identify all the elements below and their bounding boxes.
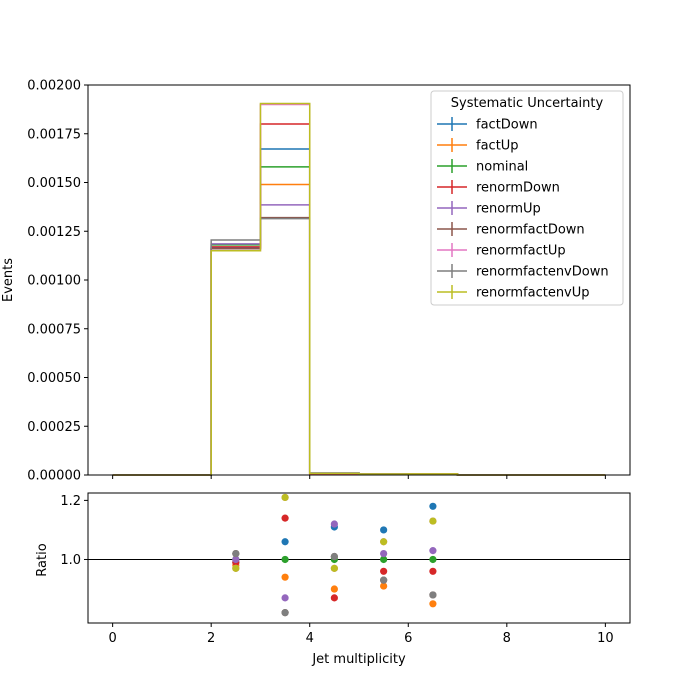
ratio-point-nominal xyxy=(380,555,388,564)
histogram-y-ticks: 0.00000 0.00025 0.00050 0.00075 0.00100 0.001… xyxy=(27,79,88,484)
ratio-point-renormUp xyxy=(232,555,240,564)
histogram-y-tick-label: 0.00000 xyxy=(27,469,81,484)
legend: Systematic Uncertainty factDown factUp nom… xyxy=(430,90,624,306)
histogram-y-tick-label: 0.00125 xyxy=(27,225,81,240)
ratio-point-renormfactenvUp xyxy=(330,564,338,572)
legend-label-factDown: factDown xyxy=(476,118,538,133)
ratio-point-factDown xyxy=(281,538,289,546)
ratio-point-renormUp xyxy=(429,547,437,555)
legend-label-renormfactUp: renormfactUp xyxy=(476,244,566,259)
ratio-point-renormUp xyxy=(380,549,388,558)
histogram-y-tick-label: 0.00100 xyxy=(27,274,81,289)
ratio-point-renormfactenvDown xyxy=(380,576,388,584)
ratio-point-renormfactenvUp xyxy=(281,493,289,502)
ratio-y-ticks: 1.0 1.2 xyxy=(60,494,88,568)
ratio-point-renormfactenvDown xyxy=(281,609,289,617)
ratio-x-tick-label: 2 xyxy=(207,631,215,646)
legend-label-renormfactenvUp: renormfactenvUp xyxy=(476,286,590,301)
histogram-y-axis-label: Events xyxy=(1,258,16,302)
legend-label-renormUp: renormUp xyxy=(476,202,541,217)
ratio-point-factDown xyxy=(429,502,437,510)
histogram-x-ticks xyxy=(112,475,606,479)
ratio-points xyxy=(232,493,437,617)
ratio-x-tick-label: 0 xyxy=(108,631,116,646)
ratio-y-tick-label: 1.0 xyxy=(60,553,81,568)
ratio-panel: 1.0 1.2 0 2 4 6 8 10 Ratio Jet multiplicity xyxy=(35,492,631,667)
ratio-point-renormUp xyxy=(330,520,338,528)
legend-items: factDown factUp nominal renormDown renormUp r… xyxy=(437,117,609,301)
ratio-point-factUp xyxy=(429,600,437,608)
histogram-y-tick-label: 0.00150 xyxy=(27,176,81,191)
ratio-point-renormfactenvDown xyxy=(232,549,240,558)
legend-label-renormfactDown: renormfactDown xyxy=(476,223,585,238)
ratio-point-renormUp xyxy=(281,594,289,602)
histogram-y-tick-label: 0.00075 xyxy=(27,322,81,337)
ratio-point-renormDown xyxy=(429,567,437,575)
ratio-x-ticks: 0 2 4 6 8 10 xyxy=(108,623,614,646)
legend-frame xyxy=(430,90,624,306)
ratio-point-renormDown xyxy=(380,567,388,575)
legend-label-nominal: nominal xyxy=(476,160,528,175)
ratio-point-factUp xyxy=(281,573,289,581)
ratio-point-renormDown xyxy=(281,514,289,522)
histogram-panel: 0.00000 0.00025 0.00050 0.00075 0.00100 0.001… xyxy=(1,79,631,484)
ratio-y-tick-label: 1.2 xyxy=(60,494,81,509)
ratio-x-tick-label: 10 xyxy=(597,631,614,646)
ratio-y-axis-label: Ratio xyxy=(35,543,50,576)
ratio-point-renormDown xyxy=(330,594,338,602)
histogram-y-tick-label: 0.00025 xyxy=(27,420,81,435)
ratio-point-factUp xyxy=(330,585,338,593)
ratio-point-renormfactenvUp xyxy=(232,564,240,572)
histogram-y-tick-label: 0.00050 xyxy=(27,371,81,386)
ratio-point-factUp xyxy=(380,582,388,590)
ratio-x-tick-label: 8 xyxy=(503,631,511,646)
legend-label-renormfactenvDown: renormfactenvDown xyxy=(476,265,609,280)
legend-label-factUp: factUp xyxy=(476,139,519,154)
ratio-point-renormfactenvDown xyxy=(429,591,437,599)
ratio-point-renormfactenvDown xyxy=(330,552,338,561)
ratio-point-renormfactenvUp xyxy=(380,538,388,546)
ratio-point-nominal xyxy=(281,555,289,564)
histogram-y-tick-label: 0.00200 xyxy=(27,79,81,94)
ratio-point-nominal xyxy=(429,555,437,564)
legend-label-renormDown: renormDown xyxy=(476,181,560,196)
legend-title: Systematic Uncertainty xyxy=(451,96,604,111)
ratio-point-factDown xyxy=(380,526,388,534)
ratio-x-tick-label: 4 xyxy=(306,631,314,646)
ratio-x-tick-label: 6 xyxy=(404,631,412,646)
histogram-y-tick-label: 0.00175 xyxy=(27,127,81,142)
ratio-axes-frame xyxy=(87,492,631,624)
ratio-x-axis-label: Jet multiplicity xyxy=(311,652,406,667)
ratio-point-renormfactenvUp xyxy=(429,517,437,525)
